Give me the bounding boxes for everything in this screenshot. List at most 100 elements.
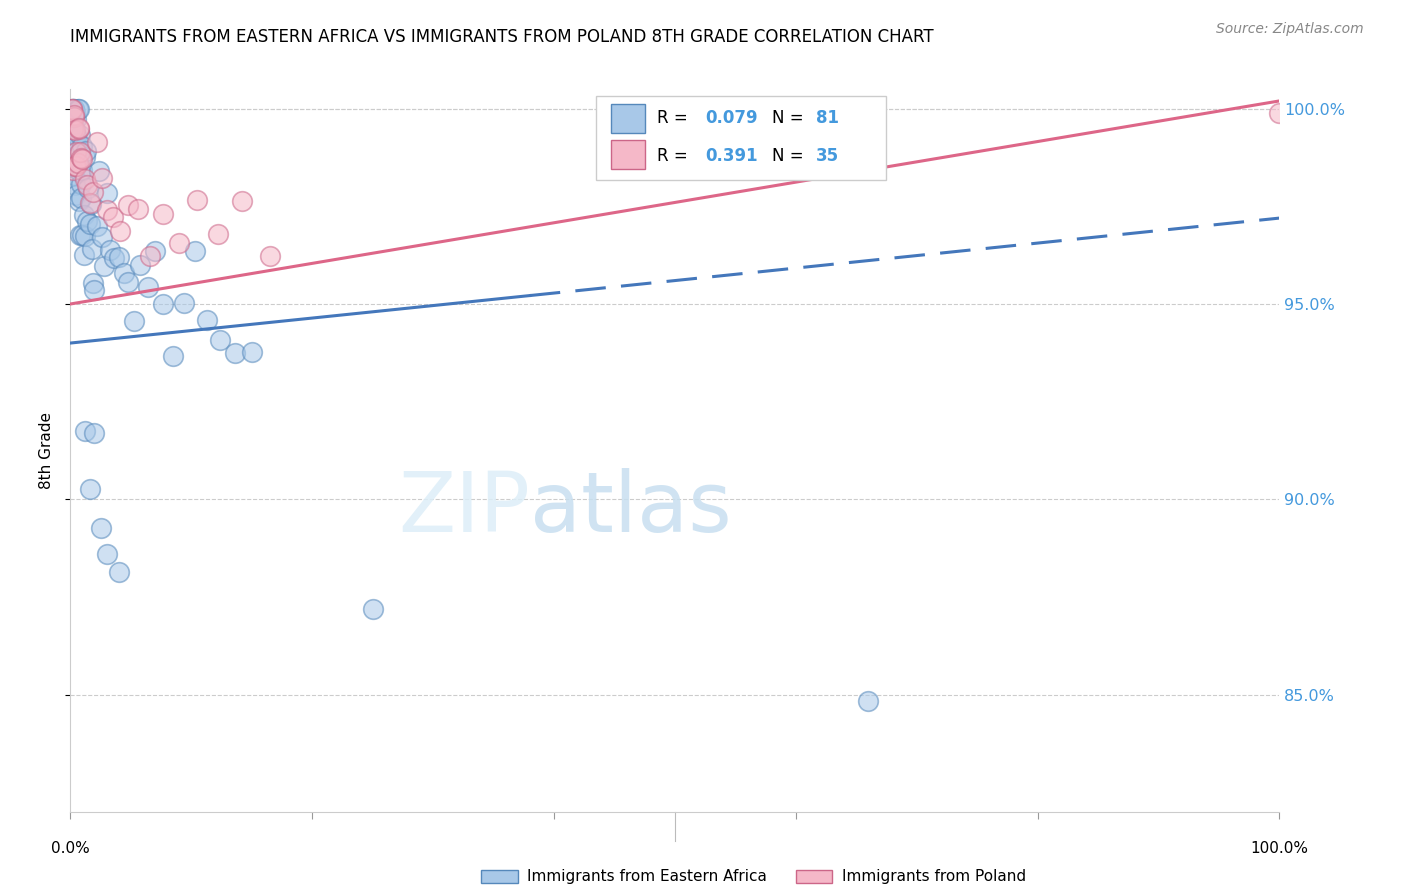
Point <box>65 129 87 144</box>
Point <box>63 159 86 173</box>
Point <box>79 217 101 231</box>
Point <box>186 194 208 208</box>
Point <box>60 102 83 116</box>
Point <box>93 259 115 273</box>
Point <box>62 102 84 116</box>
Text: N =: N = <box>772 109 808 127</box>
Point <box>63 133 86 147</box>
Point <box>173 296 195 310</box>
Point <box>96 186 118 201</box>
Text: Source: ZipAtlas.com: Source: ZipAtlas.com <box>1216 22 1364 37</box>
Point <box>82 185 104 199</box>
Text: N =: N = <box>772 146 808 165</box>
Text: 100.0%: 100.0% <box>1250 840 1309 855</box>
Point <box>117 276 139 290</box>
Point <box>76 178 98 192</box>
Point <box>361 601 384 615</box>
Point <box>69 227 91 242</box>
Point <box>112 266 135 280</box>
Point <box>80 243 103 257</box>
Point <box>63 145 86 159</box>
Point <box>62 117 84 131</box>
Point <box>224 346 246 360</box>
Point <box>72 227 94 242</box>
Point <box>60 112 83 127</box>
Point <box>62 121 84 136</box>
Point <box>70 152 93 166</box>
Point <box>90 230 112 244</box>
Text: R =: R = <box>657 146 693 165</box>
Point <box>67 122 90 136</box>
Text: 0.391: 0.391 <box>706 146 758 165</box>
Point <box>79 195 101 210</box>
Point <box>101 211 124 225</box>
Text: ZIP: ZIP <box>398 467 530 549</box>
Point <box>77 181 100 195</box>
Point <box>63 102 86 116</box>
Point <box>195 313 218 327</box>
Point <box>83 425 105 440</box>
Point <box>76 213 98 227</box>
Point <box>66 102 89 116</box>
Point <box>72 138 94 153</box>
Point <box>73 229 96 244</box>
Point <box>67 102 90 116</box>
Point <box>209 333 232 347</box>
Point <box>69 128 91 142</box>
Point <box>67 194 90 208</box>
Point <box>62 138 84 153</box>
Point <box>107 565 129 579</box>
Text: 0.079: 0.079 <box>706 109 758 127</box>
Point <box>63 136 86 151</box>
Point <box>86 219 108 233</box>
Point <box>72 248 94 262</box>
Y-axis label: 8th Grade: 8th Grade <box>38 412 53 489</box>
Point <box>69 165 91 179</box>
Point <box>96 203 118 218</box>
Point <box>63 110 86 124</box>
Point <box>80 197 103 211</box>
Point <box>60 102 83 116</box>
Point <box>63 123 86 137</box>
Bar <box>610 103 645 133</box>
Text: 0.0%: 0.0% <box>51 840 90 855</box>
Point <box>167 236 190 251</box>
Point <box>63 103 86 117</box>
Point <box>96 548 118 562</box>
Point <box>1268 105 1291 120</box>
Text: IMMIGRANTS FROM EASTERN AFRICA VS IMMIGRANTS FROM POLAND 8TH GRADE CORRELATION C: IMMIGRANTS FROM EASTERN AFRICA VS IMMIGR… <box>70 28 934 45</box>
Point <box>63 178 86 193</box>
Point <box>127 202 149 216</box>
Point <box>65 188 87 202</box>
Point <box>90 521 111 535</box>
Point <box>66 157 89 171</box>
Point <box>70 191 93 205</box>
Point <box>60 124 83 138</box>
Point <box>136 280 159 294</box>
Point <box>90 171 112 186</box>
Point <box>103 251 125 265</box>
Point <box>139 249 162 263</box>
Point <box>65 112 87 126</box>
Point <box>67 146 90 161</box>
Point <box>63 108 86 122</box>
Point <box>162 349 184 363</box>
Point <box>83 283 105 297</box>
Point <box>63 168 86 182</box>
Point <box>66 136 89 150</box>
Point <box>98 243 121 257</box>
Bar <box>796 871 832 883</box>
Point <box>62 162 84 177</box>
Point <box>82 276 104 290</box>
Text: Immigrants from Eastern Africa: Immigrants from Eastern Africa <box>527 869 768 884</box>
Point <box>72 153 94 167</box>
Point <box>143 244 166 259</box>
Point <box>73 424 96 438</box>
Point <box>858 694 880 708</box>
Point <box>108 223 131 237</box>
Point <box>60 102 83 116</box>
Point <box>67 120 90 135</box>
Point <box>73 172 96 186</box>
Text: 81: 81 <box>817 109 839 127</box>
Point <box>152 297 174 311</box>
